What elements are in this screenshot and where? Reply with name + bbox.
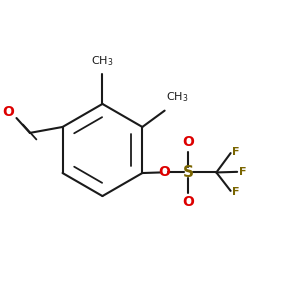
Text: S: S [183,165,194,180]
Text: O: O [2,105,14,119]
Text: O: O [182,196,194,209]
Text: O: O [182,135,194,149]
Text: F: F [232,147,240,157]
Text: F: F [239,167,246,177]
Text: O: O [159,165,171,179]
Text: CH$_3$: CH$_3$ [91,54,114,68]
Text: F: F [232,188,240,197]
Text: CH$_3$: CH$_3$ [166,90,189,104]
